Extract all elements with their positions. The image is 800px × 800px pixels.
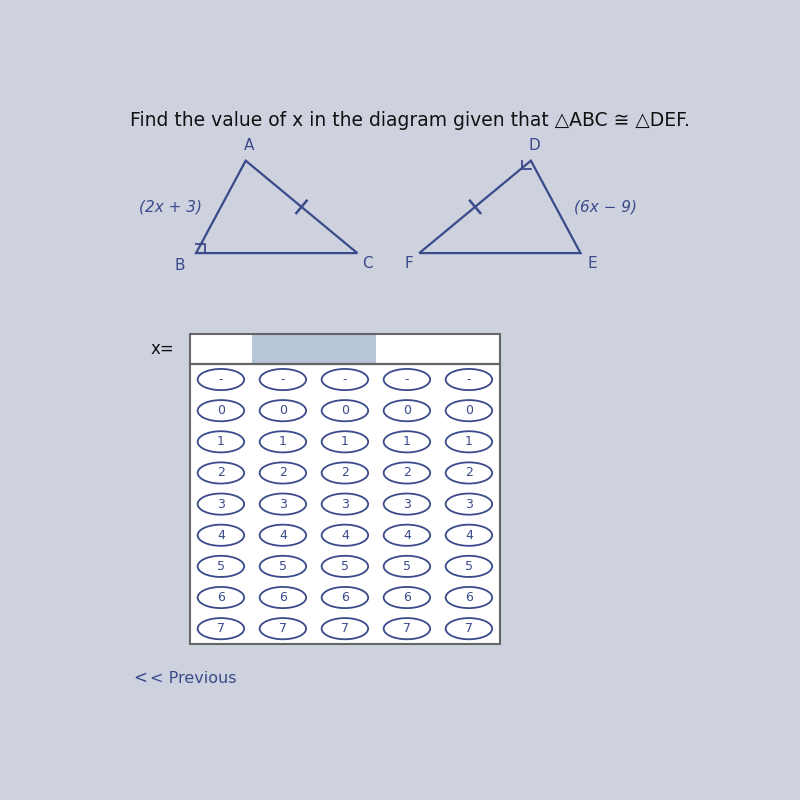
- Text: 4: 4: [341, 529, 349, 542]
- Text: -: -: [281, 373, 285, 386]
- Text: B: B: [174, 258, 185, 273]
- Text: 1: 1: [403, 435, 411, 448]
- Text: A: A: [244, 138, 254, 153]
- Text: 2: 2: [465, 466, 473, 479]
- Text: 3: 3: [217, 498, 225, 510]
- Text: 6: 6: [465, 591, 473, 604]
- Text: 6: 6: [403, 591, 411, 604]
- Text: 1: 1: [279, 435, 287, 448]
- Text: E: E: [588, 256, 598, 271]
- Text: 3: 3: [341, 498, 349, 510]
- Text: 7: 7: [217, 622, 225, 635]
- Text: -: -: [218, 373, 223, 386]
- Text: < Previous: < Previous: [150, 670, 236, 686]
- Text: -: -: [405, 373, 409, 386]
- Text: x=: x=: [150, 340, 174, 358]
- Text: 7: 7: [279, 622, 287, 635]
- Text: <: <: [134, 669, 147, 687]
- Text: 3: 3: [403, 498, 411, 510]
- Text: 4: 4: [403, 529, 411, 542]
- Text: 3: 3: [465, 498, 473, 510]
- Bar: [190, 334, 500, 364]
- Text: D: D: [528, 138, 540, 153]
- Text: 2: 2: [217, 466, 225, 479]
- Bar: [190, 364, 500, 644]
- Text: 3: 3: [279, 498, 287, 510]
- Text: 2: 2: [279, 466, 287, 479]
- Text: 7: 7: [465, 622, 473, 635]
- Text: 6: 6: [341, 591, 349, 604]
- Text: 6: 6: [217, 591, 225, 604]
- Text: 5: 5: [341, 560, 349, 573]
- Text: -: -: [466, 373, 471, 386]
- Text: 4: 4: [465, 529, 473, 542]
- Text: F: F: [404, 256, 413, 271]
- Text: 1: 1: [341, 435, 349, 448]
- Text: 4: 4: [217, 529, 225, 542]
- Text: 2: 2: [341, 466, 349, 479]
- Text: 6: 6: [279, 591, 287, 604]
- Text: 5: 5: [279, 560, 287, 573]
- Bar: [190, 334, 500, 364]
- Text: C: C: [362, 256, 373, 271]
- Text: 7: 7: [403, 622, 411, 635]
- Bar: [190, 364, 500, 644]
- Text: 0: 0: [465, 404, 473, 417]
- Bar: [252, 334, 314, 364]
- Text: 0: 0: [341, 404, 349, 417]
- Text: (2x + 3): (2x + 3): [139, 199, 202, 214]
- Text: 0: 0: [403, 404, 411, 417]
- Text: 2: 2: [403, 466, 411, 479]
- Text: 5: 5: [465, 560, 473, 573]
- Text: 5: 5: [217, 560, 225, 573]
- Text: (6x − 9): (6x − 9): [574, 199, 638, 214]
- Text: 5: 5: [403, 560, 411, 573]
- Text: 7: 7: [341, 622, 349, 635]
- Text: 1: 1: [217, 435, 225, 448]
- Text: 4: 4: [279, 529, 287, 542]
- Bar: [314, 334, 376, 364]
- Text: -: -: [342, 373, 347, 386]
- Text: 1: 1: [465, 435, 473, 448]
- Text: 0: 0: [279, 404, 287, 417]
- Text: 0: 0: [217, 404, 225, 417]
- Text: Find the value of x in the diagram given that △ABC ≅ △DEF.: Find the value of x in the diagram given…: [130, 111, 690, 130]
